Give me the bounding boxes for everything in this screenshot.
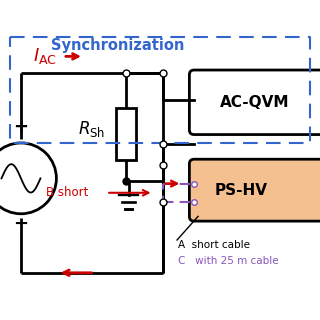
Text: AC-QVM: AC-QVM [220, 95, 290, 110]
Text: $R_\mathsf{Sh}$: $R_\mathsf{Sh}$ [78, 118, 106, 139]
Text: −: − [13, 215, 28, 233]
FancyBboxPatch shape [189, 70, 320, 134]
Text: +: + [13, 118, 28, 136]
Text: C   with 25 m cable: C with 25 m cable [178, 256, 279, 266]
Text: B short: B short [46, 186, 88, 199]
Bar [116, 108, 136, 160]
Text: Synchronization: Synchronization [51, 38, 185, 53]
FancyBboxPatch shape [189, 159, 320, 221]
Text: $\mathit{I}_{\mathrm{AC}}$: $\mathit{I}_{\mathrm{AC}}$ [33, 46, 57, 66]
Text: PS-HV: PS-HV [215, 183, 268, 198]
Text: A  short cable: A short cable [178, 240, 250, 250]
